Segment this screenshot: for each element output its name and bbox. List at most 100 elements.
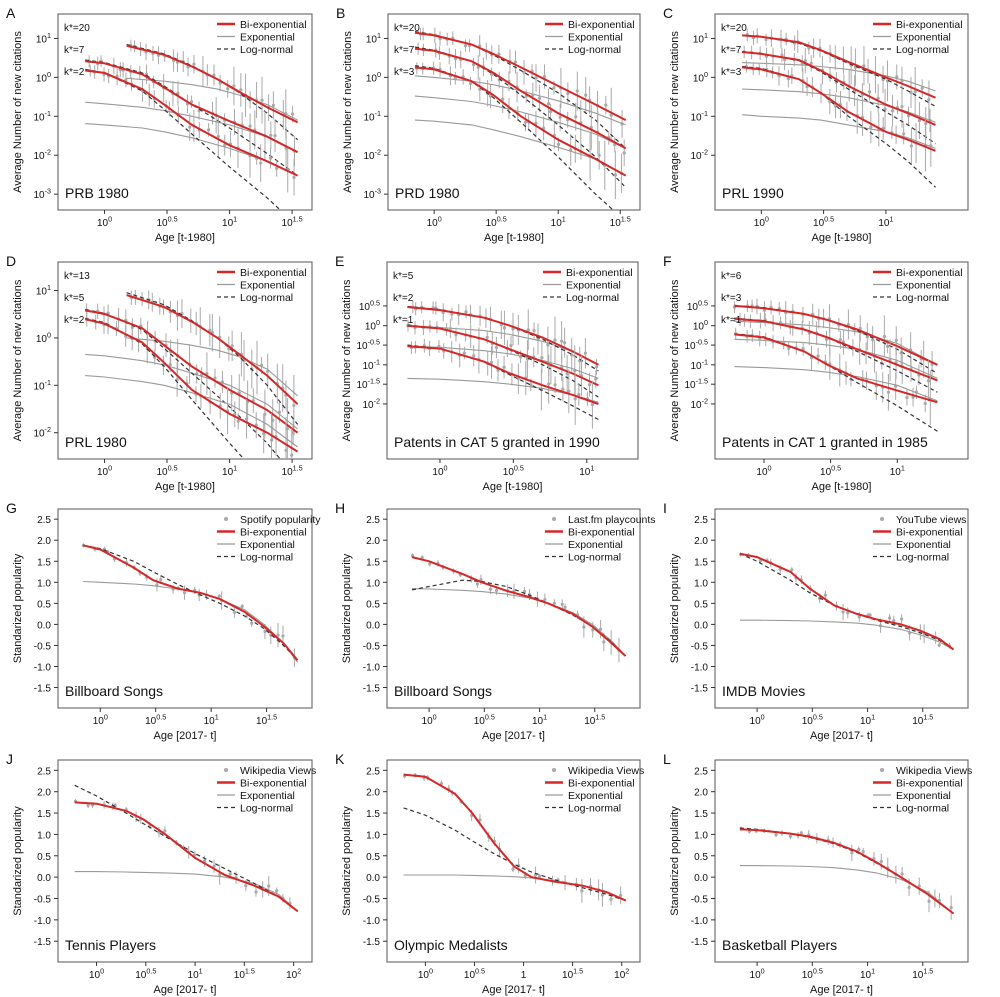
x-tick-label: 101.5 <box>234 967 255 982</box>
plot-area <box>85 39 299 210</box>
data-point <box>900 617 904 621</box>
y-tick-label: -0.5 <box>34 894 52 905</box>
y-tick-label: 10-1 <box>362 357 380 372</box>
exponential-line <box>742 114 936 149</box>
x-tick-label: 100 <box>97 215 112 230</box>
y-tick-label: 2.5 <box>366 515 380 526</box>
data-point <box>920 86 924 90</box>
data-point <box>271 103 275 108</box>
y-axis-label: Average Number of new citations <box>341 279 353 441</box>
legend-label: Bi-exponential <box>568 19 635 31</box>
x-tick-label: 101.5 <box>562 967 583 982</box>
y-tick-label: -1.0 <box>34 662 52 673</box>
data-point <box>600 893 605 897</box>
y-tick-label: 101 <box>36 283 51 298</box>
data-point <box>927 98 931 102</box>
y-tick-label: 2.0 <box>37 788 51 799</box>
data-point <box>905 395 909 400</box>
y-tick-label: -1.5 <box>34 684 52 695</box>
y-tick-label: -0.5 <box>363 641 381 652</box>
data-point <box>291 430 295 435</box>
curve-label: k*=3 <box>394 67 415 78</box>
data-point <box>609 113 613 117</box>
data-point <box>869 125 873 129</box>
data-point <box>275 166 279 171</box>
y-tick-label: -0.5 <box>691 894 709 905</box>
y-axis-label: Standarized popularity <box>341 553 353 663</box>
curve-label: k*=1 <box>393 315 414 326</box>
data-point <box>494 588 499 593</box>
y-tick-label: 2.0 <box>694 788 708 799</box>
panel-a: A 100 100.5 101 101.5 10-3 10-2 10-1 100 101 Age [… <box>6 5 313 244</box>
data-point <box>239 88 243 92</box>
data-point <box>823 593 828 597</box>
panel-e: E 100 100.5 101 10-2 10-1.5 10-1 10-0.5 100 100.5… <box>335 253 639 493</box>
data-point <box>531 93 535 97</box>
data-point <box>537 874 542 878</box>
data-point <box>546 102 551 106</box>
data-point <box>594 365 599 369</box>
curve-label: k*=5 <box>64 293 85 304</box>
data-point <box>862 64 866 68</box>
series-1 <box>739 826 955 920</box>
panel-letter: J <box>6 751 13 767</box>
legend-label: Bi-exponential <box>568 778 635 790</box>
y-tick-label: -1.0 <box>34 916 52 927</box>
plot-frame <box>386 508 641 709</box>
legend-label: Log-normal <box>896 44 949 56</box>
data-point <box>546 343 550 347</box>
plot-area <box>73 784 299 913</box>
data-point <box>801 347 805 351</box>
y-tick-label: 1.5 <box>694 809 708 820</box>
curve-label: k*=13 <box>64 271 90 282</box>
legend-label: Log-normal <box>568 552 621 564</box>
panel-letter: H <box>335 500 345 516</box>
y-tick-label: 10-2 <box>363 148 381 163</box>
data-point <box>609 897 613 901</box>
y-tick-label: 100.5 <box>687 298 708 313</box>
lognormal-line <box>739 553 954 651</box>
x-tick-label: 100 <box>93 713 108 728</box>
legend-label: Exponential <box>240 32 295 44</box>
panel-annotation: Patents in CAT 5 granted in 1990 <box>394 434 600 450</box>
data-point <box>558 115 562 119</box>
data-point <box>226 87 230 91</box>
panel-letter: G <box>6 500 17 516</box>
data-point <box>890 109 895 113</box>
biexponential-line <box>414 47 627 150</box>
data-point <box>886 390 891 394</box>
data-point <box>448 326 452 331</box>
data-point <box>124 78 128 82</box>
series-3 <box>84 312 299 459</box>
biexponential-line <box>741 66 936 152</box>
x-tick-label: 100.5 <box>503 464 524 479</box>
data-point <box>262 431 266 436</box>
x-axis-label: Age [2017- t] <box>154 984 217 996</box>
data-point <box>453 76 457 80</box>
biexponential-line <box>85 309 299 434</box>
series-1 <box>126 289 299 436</box>
panel-annotation: Billboard Songs <box>65 683 163 699</box>
x-tick-label: 100 <box>432 464 447 479</box>
data-point <box>543 598 547 602</box>
x-tick-label: 101 <box>890 464 905 479</box>
biexponential-line <box>126 44 299 124</box>
x-tick-label: 101 <box>222 215 237 230</box>
biexponential-line <box>85 69 299 177</box>
legend-label: Exponential <box>240 790 295 802</box>
panel-d: D 100 100.5 101 101.5 10-2 10-1 100 101 Age [t-19… <box>6 253 313 493</box>
curve-label: k*=2 <box>393 293 414 304</box>
biexponential-line <box>74 801 299 913</box>
panel-h: H 100 100.5 101 101.5 -1.5 -1.0 -0.5 0.0 0.5 1.0 1.… <box>335 500 656 742</box>
y-tick-label: 1.0 <box>366 578 380 589</box>
data-point <box>462 351 467 355</box>
x-tick-label: 100.5 <box>474 713 495 728</box>
data-point <box>809 61 813 65</box>
series-2 <box>85 55 299 177</box>
y-tick-label: 2.0 <box>366 788 380 799</box>
data-point <box>269 438 274 442</box>
data-point <box>501 97 505 101</box>
data-point <box>522 589 527 594</box>
data-point <box>240 604 244 608</box>
